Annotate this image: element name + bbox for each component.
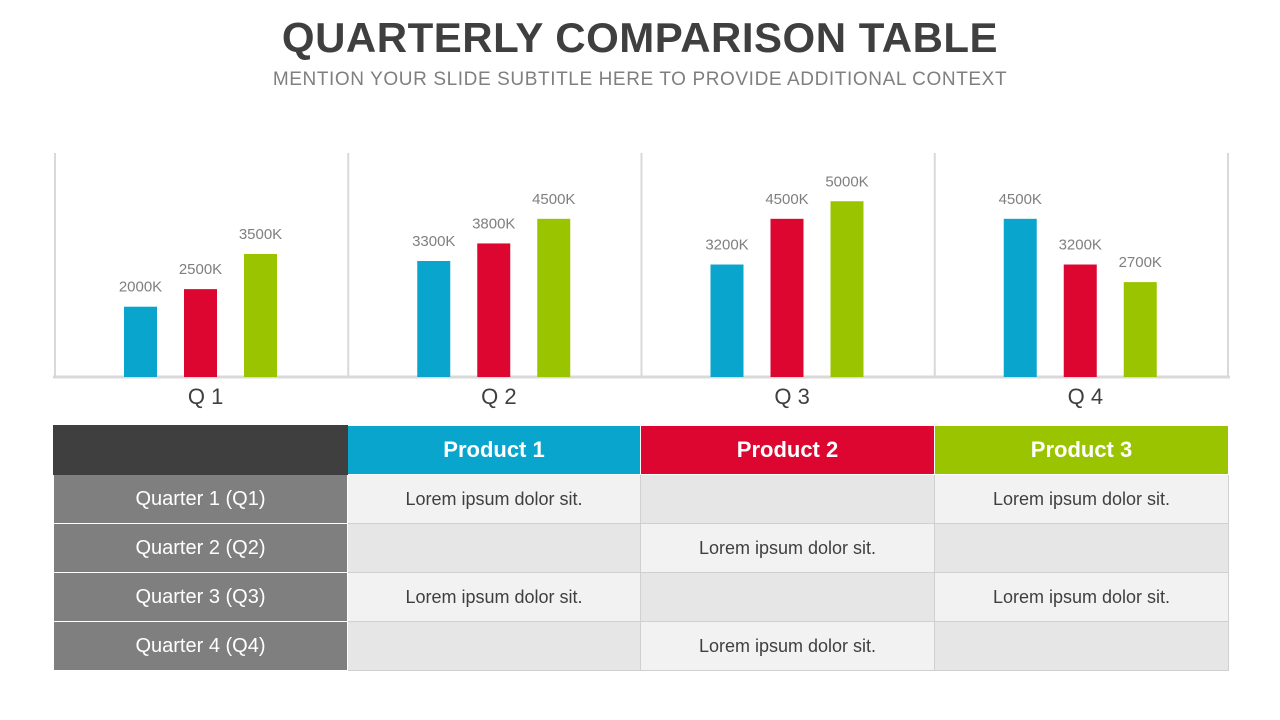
table-cell [640, 474, 935, 524]
bar-product-3-q4 [1123, 282, 1157, 377]
data-label: 5000K [825, 173, 868, 190]
bar-product-1-q4 [1003, 218, 1037, 377]
table-corner-cell [53, 425, 348, 475]
table-row: Quarter 3 (Q3) Lorem ipsum dolor sit. Lo… [53, 572, 1229, 622]
data-label: 2500K [179, 261, 222, 278]
table-header-row: Product 1 Product 2 Product 3 [53, 425, 1229, 475]
row-header-quarter-1: Quarter 1 (Q1) [53, 474, 348, 524]
data-label: 4500K [532, 191, 575, 208]
bar-product-3-q1 [244, 253, 277, 377]
table-cell [347, 621, 641, 671]
table-cell [347, 523, 641, 573]
table-cell [934, 523, 1229, 573]
data-label: 3200K [705, 237, 748, 254]
table-cell: Lorem ipsum dolor sit. [347, 572, 641, 622]
table-cell: Lorem ipsum dolor sit. [934, 572, 1229, 622]
table-cell: Lorem ipsum dolor sit. [934, 474, 1229, 524]
column-header-product-3: Product 3 [934, 425, 1229, 475]
x-tick-label: Q 3 [774, 384, 809, 409]
table-row: Quarter 1 (Q1) Lorem ipsum dolor sit. Lo… [53, 474, 1229, 524]
row-header-quarter-2: Quarter 2 (Q2) [53, 523, 348, 573]
row-header-quarter-4: Quarter 4 (Q4) [53, 621, 348, 671]
data-label: 4500K [999, 191, 1042, 208]
bar-product-2-q4 [1063, 264, 1097, 377]
bar-product-1-q1 [124, 306, 157, 377]
table-cell [934, 621, 1229, 671]
data-label: 3200K [1059, 237, 1102, 254]
bar-product-2-q2 [477, 243, 511, 377]
data-label: 4500K [765, 191, 808, 208]
bar-product-1-q3 [710, 264, 744, 377]
data-label: 3800K [472, 215, 515, 232]
table-cell: Lorem ipsum dolor sit. [347, 474, 641, 524]
table-row: Quarter 2 (Q2) Lorem ipsum dolor sit. [53, 523, 1229, 573]
x-tick-label: Q 2 [481, 384, 516, 409]
data-label: 3500K [239, 226, 282, 243]
bar-product-2-q3 [770, 218, 804, 377]
bar-product-3-q2 [537, 218, 571, 377]
quarterly-bar-chart: 2000K 2500K 3500K Q 1 3300K 3800K 4500K Q 2 3200… [53, 153, 1230, 409]
column-header-product-1: Product 1 [347, 425, 641, 475]
x-tick-label: Q 1 [188, 384, 223, 409]
data-label: 2000K [119, 279, 162, 296]
data-label: 2700K [1119, 254, 1162, 271]
table-cell: Lorem ipsum dolor sit. [640, 523, 935, 573]
comparison-table: Product 1 Product 2 Product 3 Quarter 1 … [53, 425, 1229, 671]
bar-product-2-q1 [184, 289, 217, 377]
table-row: Quarter 4 (Q4) Lorem ipsum dolor sit. [53, 621, 1229, 671]
column-header-product-2: Product 2 [640, 425, 935, 475]
bar-product-1-q2 [417, 261, 451, 377]
bar-product-3-q3 [830, 201, 864, 377]
slide-subtitle: MENTION YOUR SLIDE SUBTITLE HERE TO PROV… [272, 69, 1008, 90]
slide-title: QUARTERLY COMPARISON TABLE [281, 14, 999, 61]
table-cell [640, 572, 935, 622]
row-header-quarter-3: Quarter 3 (Q3) [53, 572, 348, 622]
data-label: 3300K [412, 233, 455, 250]
x-tick-label: Q 4 [1068, 384, 1103, 409]
table-cell: Lorem ipsum dolor sit. [640, 621, 935, 671]
